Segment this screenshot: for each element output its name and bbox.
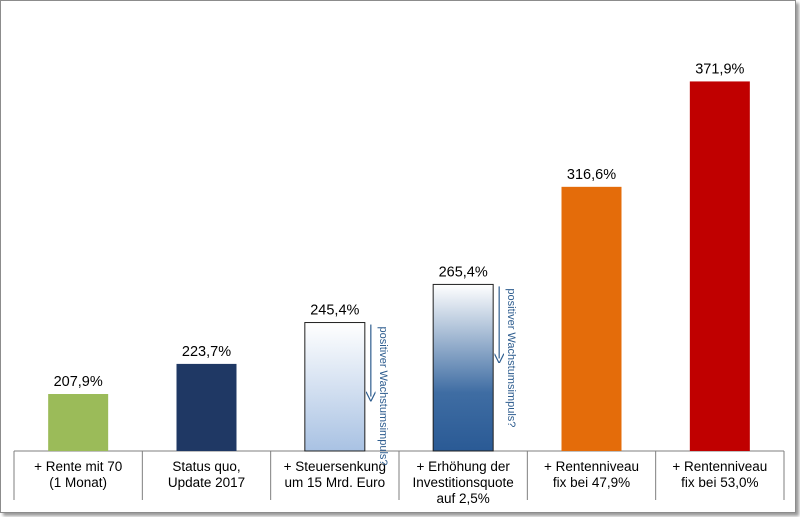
value-label: 207,9% <box>54 374 103 390</box>
bar <box>48 394 109 451</box>
annotations: positiver Wachstumsimpuls? positiver Wach… <box>371 286 517 466</box>
category-label: Update 2017 <box>168 475 245 490</box>
bar <box>176 363 237 451</box>
value-label: 265,4% <box>439 264 488 280</box>
value-label: 223,7% <box>182 344 231 360</box>
category-labels: + Rente mit 70(1 Monat) Status quo,Update… <box>34 459 767 506</box>
annotation-label: positiver Wachstumsimpuls? <box>505 288 517 427</box>
category-label: fix bei 53,0% <box>681 475 758 490</box>
bar <box>304 322 366 452</box>
bar <box>689 81 750 452</box>
category-label: + Erhöhung der <box>416 459 510 474</box>
category-label: (1 Monat) <box>49 475 107 490</box>
category-label: + Rentenniveau <box>672 459 767 474</box>
value-label: 371,9% <box>695 61 744 77</box>
category-label: um 15 Mrd. Euro <box>285 475 386 490</box>
bar <box>561 186 622 451</box>
category-label: + Rente mit 70 <box>34 459 122 474</box>
category-label: auf 2,5% <box>437 491 490 506</box>
annotation-label: positiver Wachstumsimpuls? <box>377 327 389 466</box>
category-label: Investitionsquote <box>413 475 514 490</box>
bars <box>48 81 750 452</box>
category-label: fix bei 47,9% <box>553 475 630 490</box>
category-label: Status quo, <box>172 459 240 474</box>
value-label: 245,4% <box>310 303 359 319</box>
category-dividers <box>13 450 785 500</box>
bar <box>432 283 494 452</box>
category-label: + Rentenniveau <box>544 459 639 474</box>
value-labels: 207,9% 223,7% 245,4% 265,4% 316,6% 371,9% <box>54 61 745 390</box>
value-label: 316,6% <box>567 167 616 183</box>
category-label: + Steuersenkung <box>284 459 386 474</box>
